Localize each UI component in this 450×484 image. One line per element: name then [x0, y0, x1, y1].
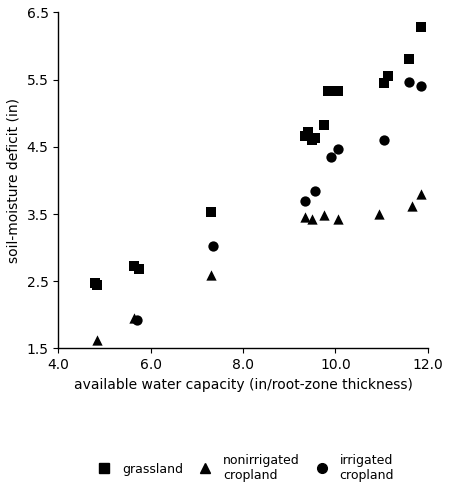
Legend: grassland, nonirrigated
cropland, irrigated
cropland: grassland, nonirrigated cropland, irriga…: [87, 449, 399, 484]
Point: [302, 132, 309, 140]
Point: [311, 134, 318, 142]
Y-axis label: soil-moisture deficit (in): soil-moisture deficit (in): [7, 98, 21, 263]
Point: [135, 265, 143, 273]
Point: [417, 190, 424, 198]
Point: [207, 208, 214, 216]
Point: [334, 87, 341, 95]
Point: [302, 197, 309, 205]
Point: [94, 336, 101, 344]
Point: [133, 316, 140, 323]
Point: [320, 121, 327, 129]
Point: [131, 315, 138, 322]
Point: [385, 73, 392, 80]
Point: [304, 128, 311, 136]
Point: [417, 23, 424, 31]
Point: [405, 78, 413, 86]
Point: [417, 82, 424, 90]
Point: [380, 136, 387, 144]
Point: [94, 281, 101, 288]
Point: [209, 242, 216, 250]
Point: [309, 215, 316, 223]
Point: [408, 202, 415, 210]
Point: [380, 79, 387, 87]
Point: [325, 87, 332, 95]
Point: [320, 212, 327, 219]
Point: [376, 210, 383, 218]
Point: [309, 136, 316, 144]
Point: [311, 187, 318, 195]
Point: [131, 263, 138, 271]
Point: [334, 215, 341, 223]
X-axis label: available water capacity (in/root-zone thickness): available water capacity (in/root-zone t…: [73, 378, 412, 392]
Point: [302, 213, 309, 221]
Point: [334, 145, 341, 153]
Point: [327, 153, 334, 161]
Point: [91, 279, 99, 287]
Point: [207, 271, 214, 278]
Point: [405, 56, 413, 63]
